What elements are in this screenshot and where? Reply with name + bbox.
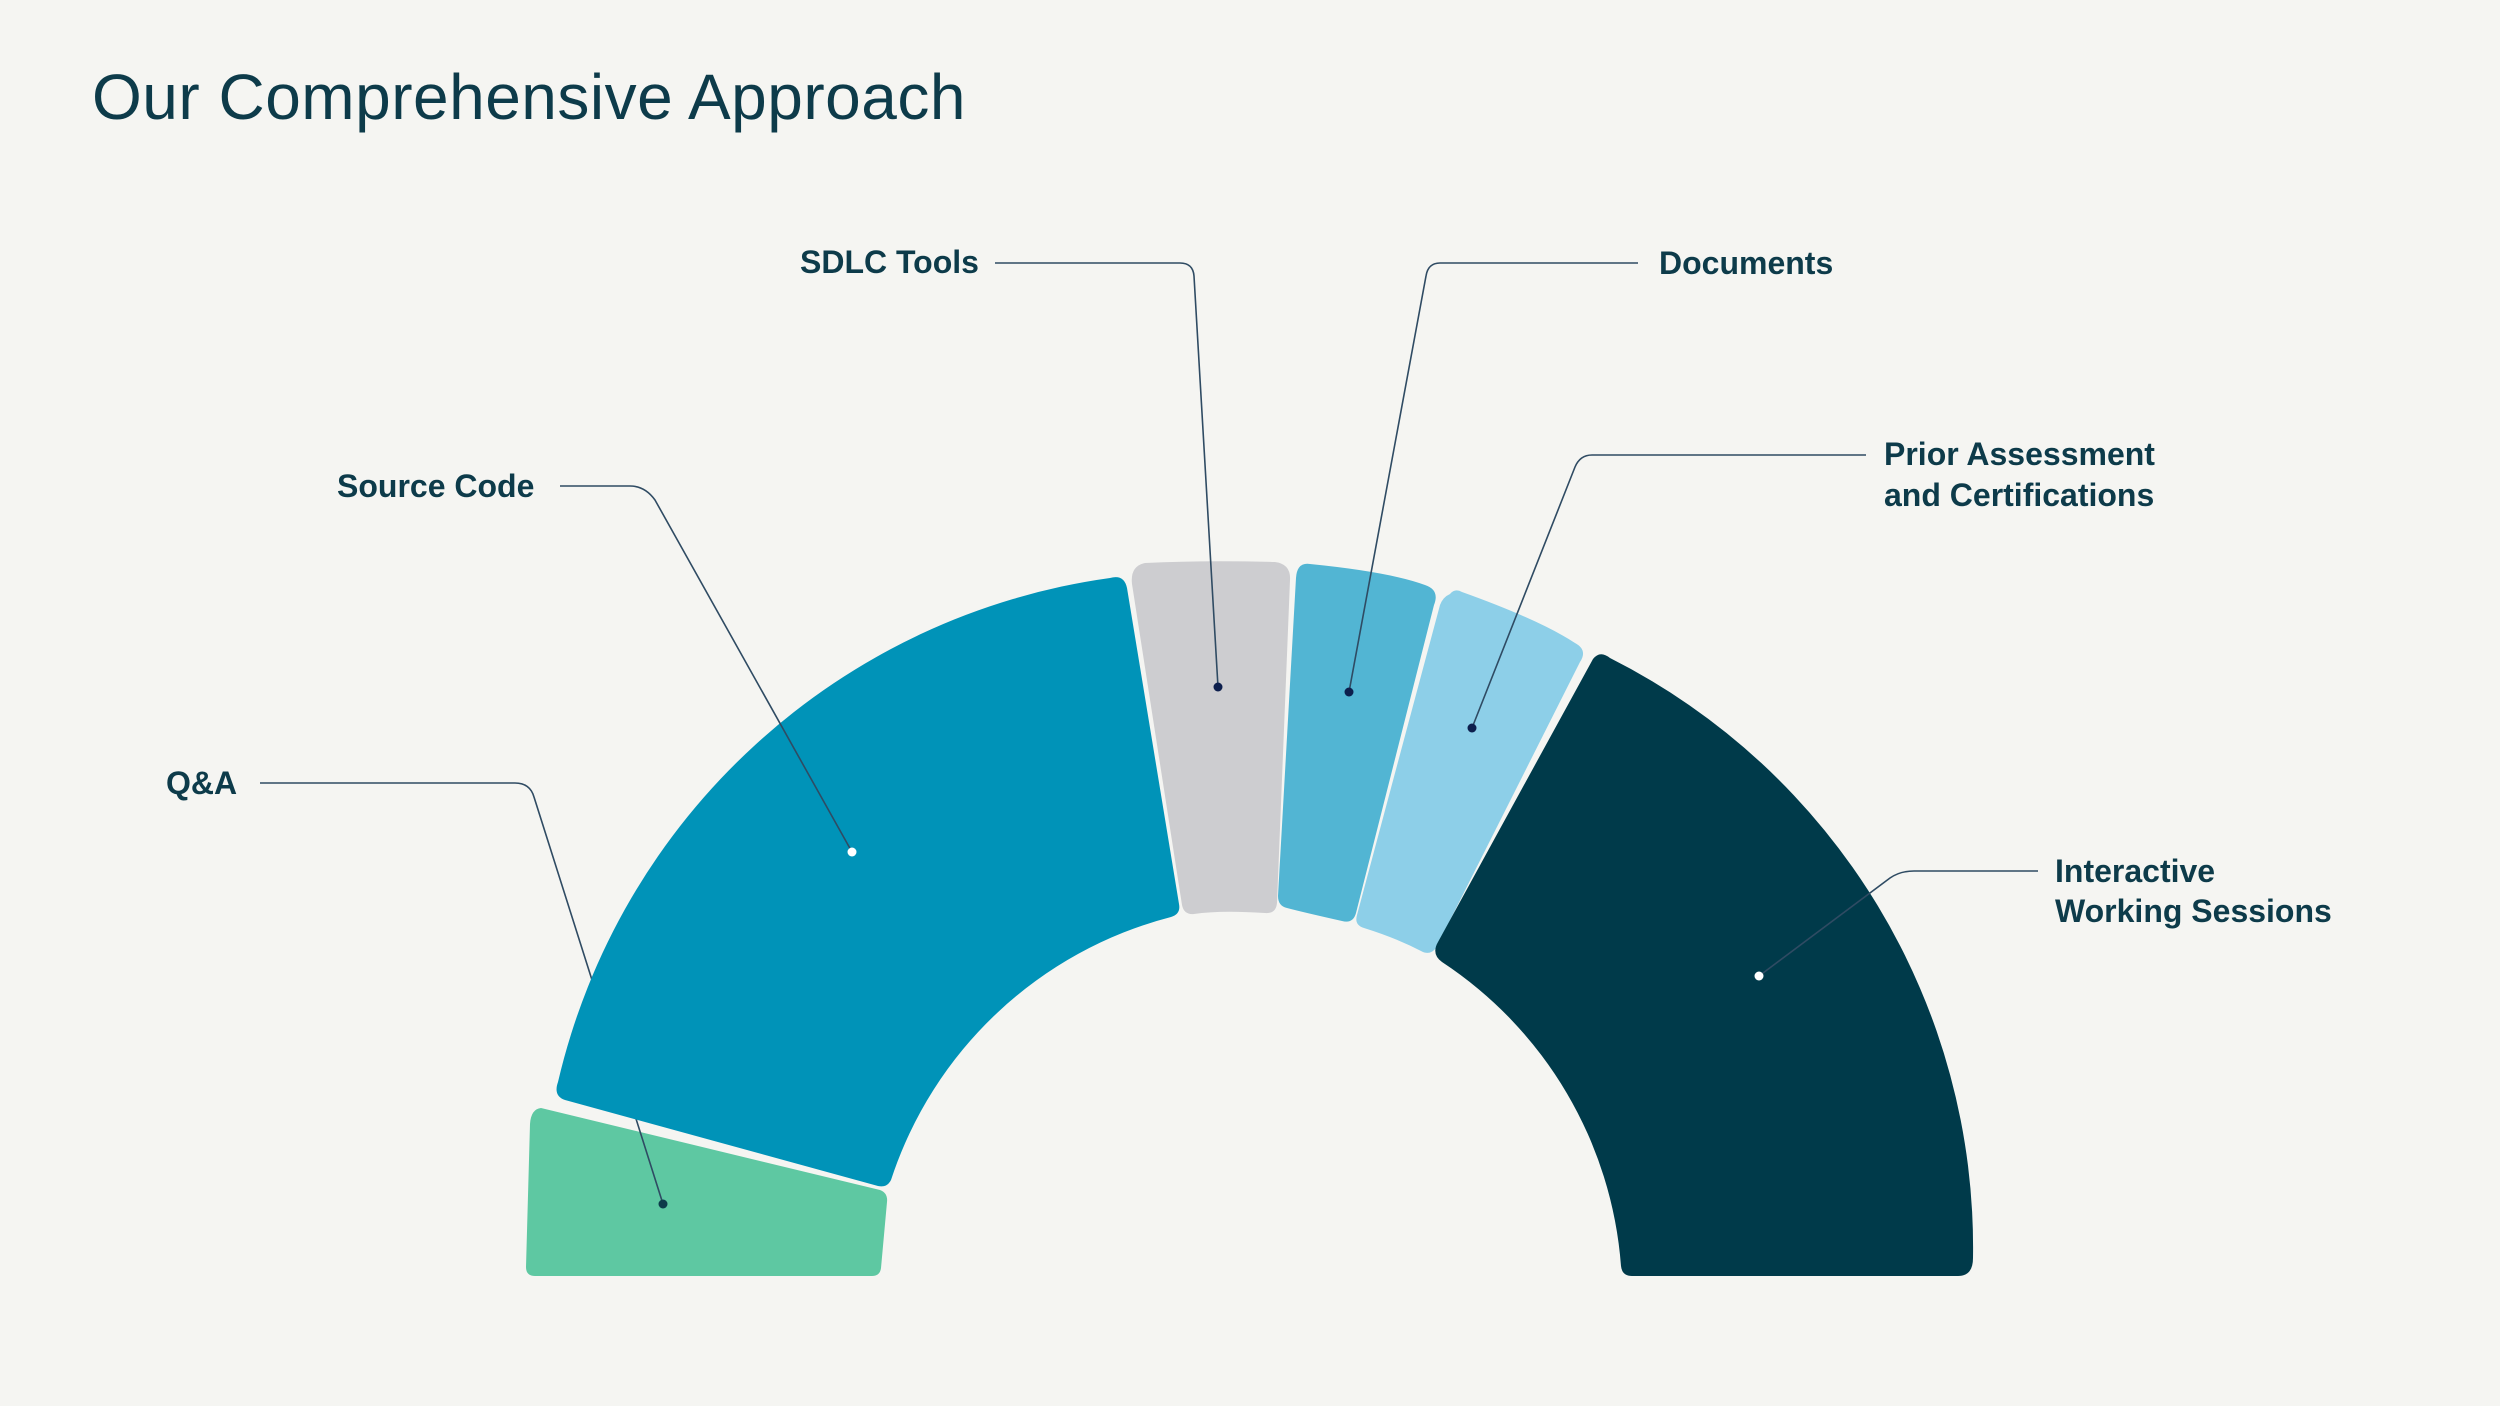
page-title: Our Comprehensive Approach: [92, 61, 966, 133]
leader-line-qa: [260, 782, 664, 1205]
leader-line-interactive-sessions: [1758, 870, 2038, 977]
leader-line-sdlc-tools: [995, 262, 1219, 688]
label-prior-assessment-line-1: Prior Assessment: [1884, 436, 2155, 472]
label-documents-line-1: Documents: [1659, 245, 1833, 281]
marker-dot-qa: [658, 1199, 668, 1209]
segment-sdlc-tools: SDLC Tools: [800, 244, 1291, 915]
segment-documents: Documents: [1278, 245, 1833, 922]
segment-sdlc-tools-shape: [1131, 561, 1291, 915]
leader-line-prior-assessment: [1471, 454, 1866, 729]
label-sdlc-tools-line-1: SDLC Tools: [800, 244, 979, 280]
segment-prior-assessment: Prior Assessment and Certifications: [1356, 436, 2164, 953]
segment-qa: Q&A: [166, 765, 888, 1276]
segment-interactive-sessions: Interactive Working Sessions: [1435, 654, 2332, 1276]
segment-qa-shape: [526, 1108, 888, 1276]
marker-dot-documents: [1344, 687, 1354, 697]
label-prior-assessment-line-2: and Certifications: [1884, 477, 2154, 513]
leader-line-documents: [1348, 262, 1638, 693]
segment-interactive-sessions-shape: [1435, 654, 1974, 1276]
marker-dot-source-code: [847, 847, 857, 857]
label-interactive-sessions-line-1: Interactive: [2055, 853, 2215, 889]
segment-source-code-shape: [556, 577, 1180, 1187]
segment-prior-assessment-shape: [1356, 590, 1584, 953]
leader-line-source-code: [560, 485, 853, 853]
label-qa: Q&A: [166, 765, 237, 801]
segment-documents-shape: [1278, 563, 1436, 922]
label-interactive-sessions: Interactive Working Sessions: [2055, 853, 2332, 929]
label-source-code-line-1: Source Code: [337, 468, 534, 504]
label-documents: Documents: [1659, 245, 1833, 281]
segment-source-code: Source Code: [337, 468, 1180, 1187]
marker-dot-interactive-sessions: [1754, 971, 1764, 981]
label-source-code: Source Code: [337, 468, 534, 504]
label-sdlc-tools: SDLC Tools: [800, 244, 979, 280]
label-prior-assessment: Prior Assessment and Certifications: [1884, 436, 2164, 513]
marker-dot-prior-assessment: [1467, 723, 1477, 733]
label-interactive-sessions-line-2: Working Sessions: [2055, 893, 2332, 929]
label-qa-line-1: Q&A: [166, 765, 237, 801]
marker-dot-sdlc-tools: [1213, 682, 1223, 692]
